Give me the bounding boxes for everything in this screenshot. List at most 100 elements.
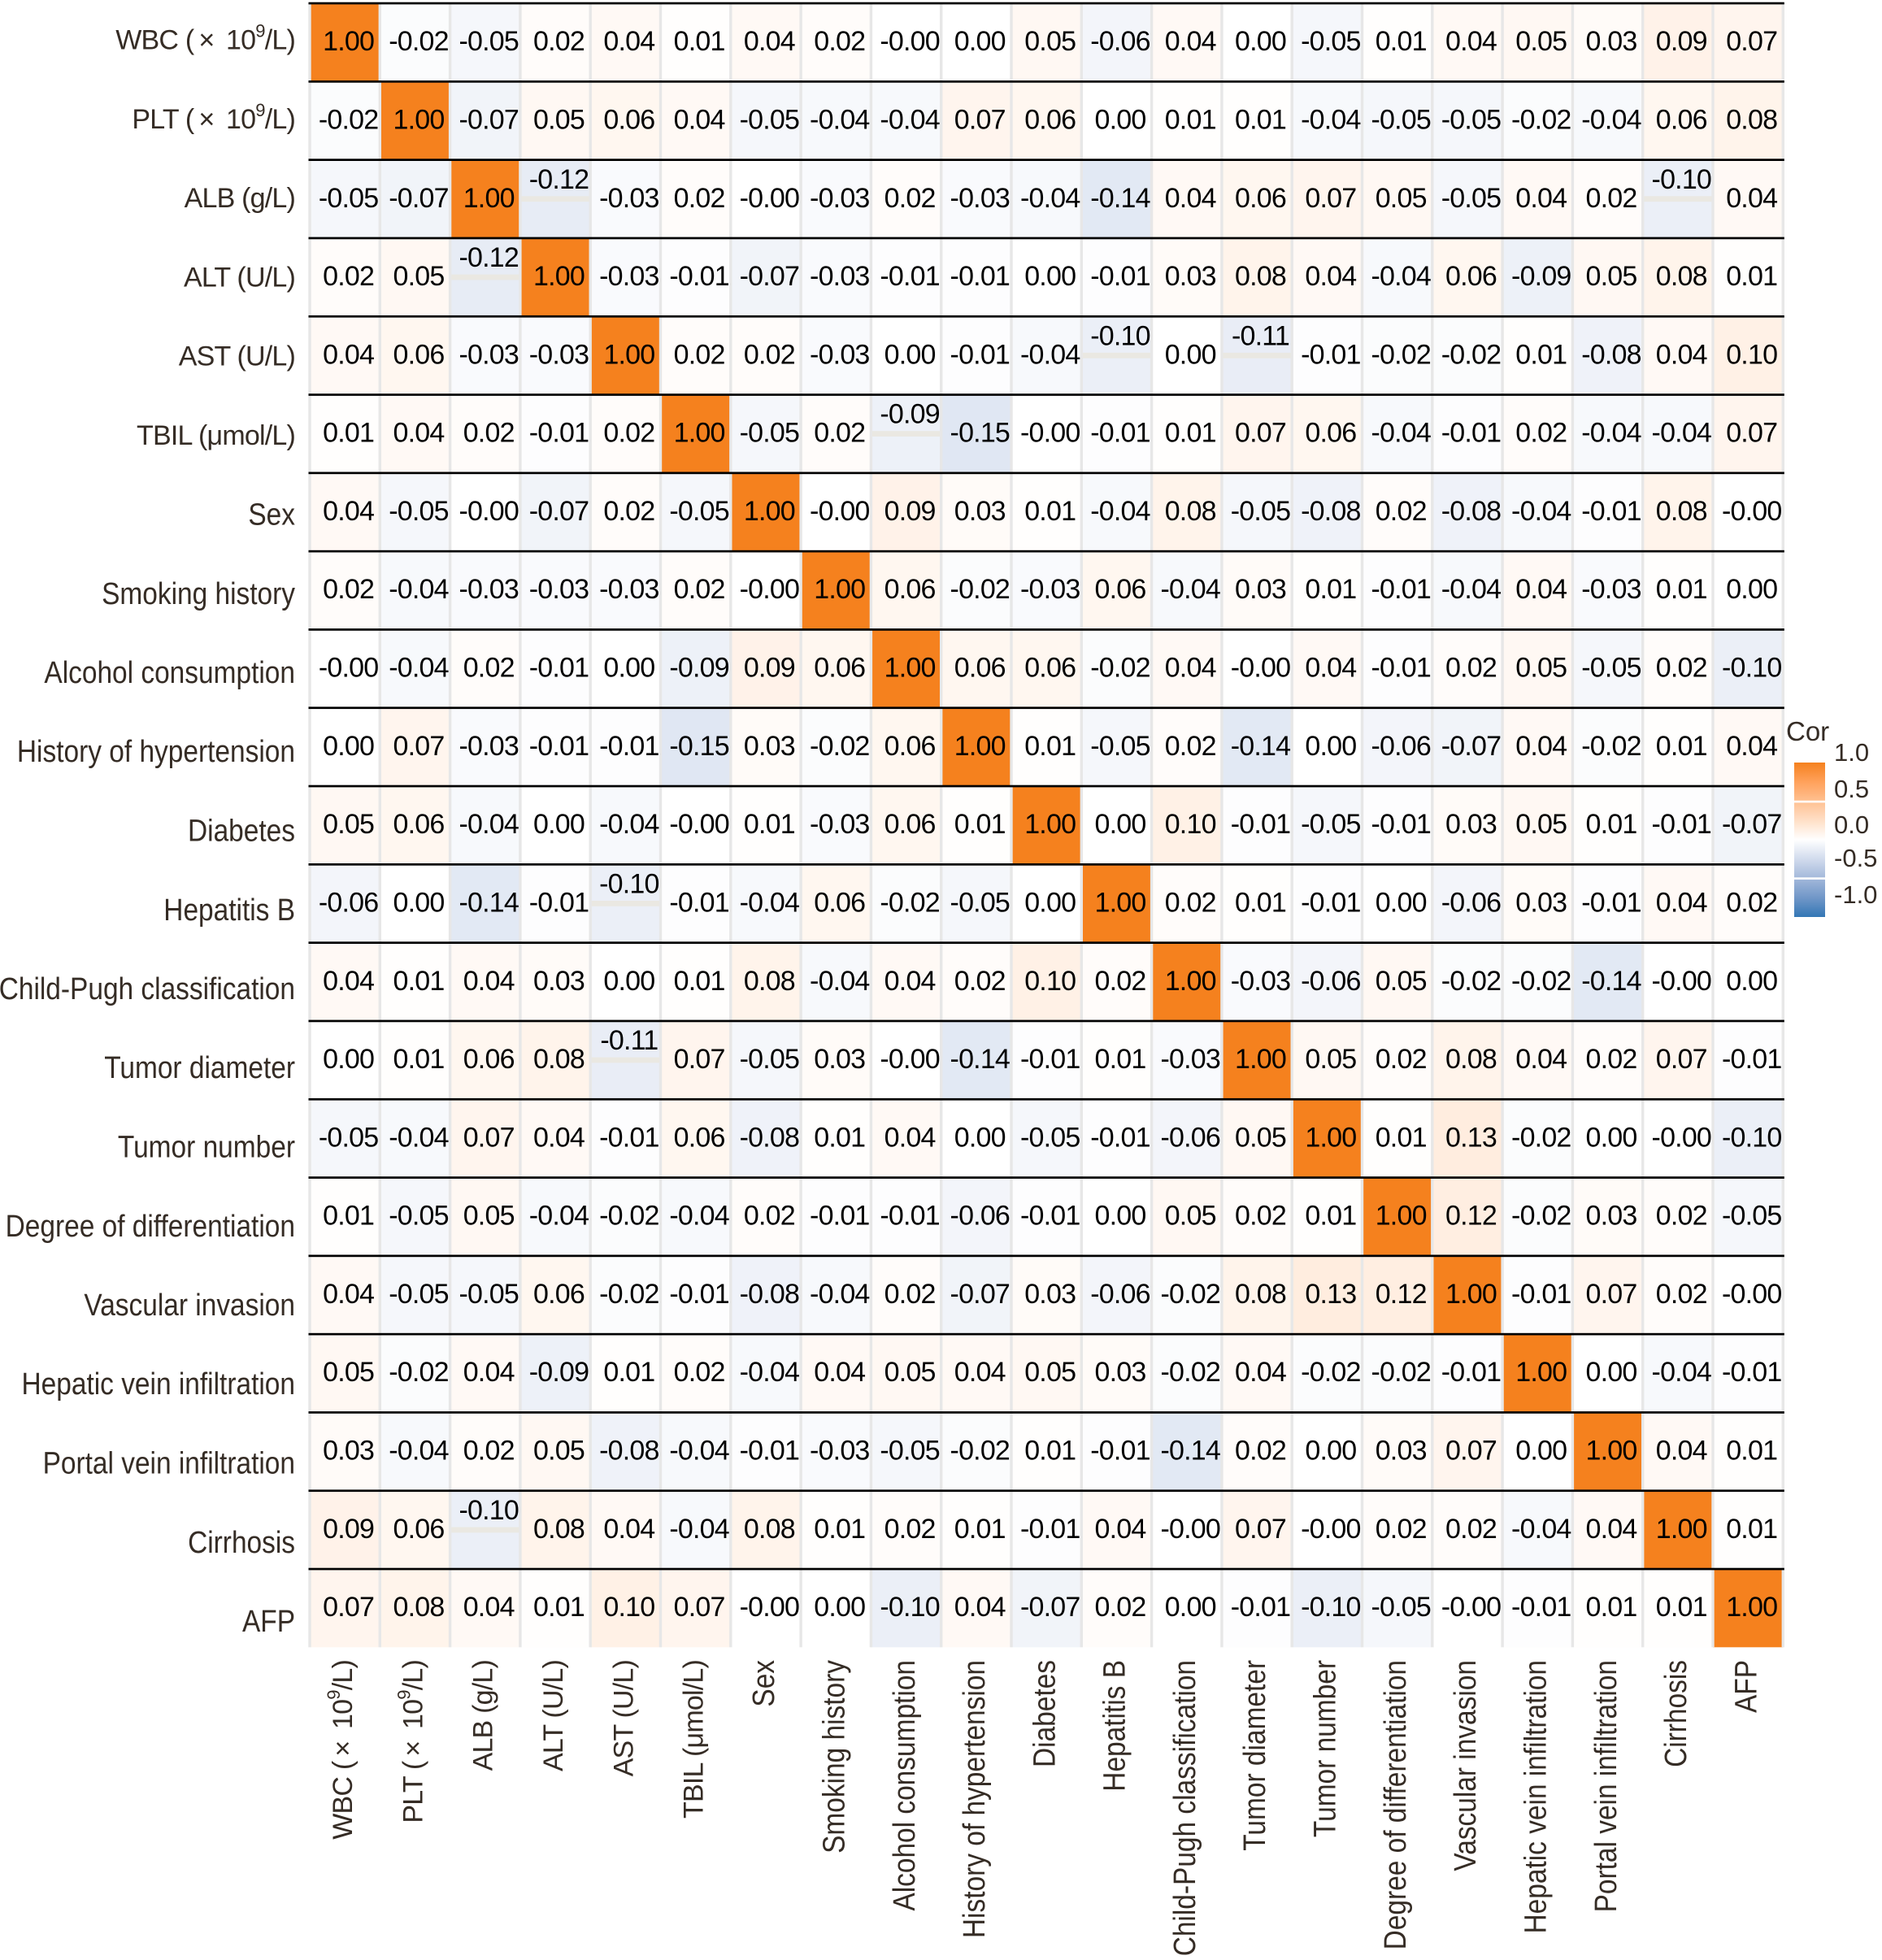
svg-text:0.02: 0.02	[674, 574, 725, 605]
svg-text:0.01: 0.01	[1305, 574, 1356, 605]
svg-text:0.05: 0.05	[323, 1357, 374, 1388]
svg-text:-0.04: -0.04	[669, 1201, 729, 1232]
svg-text:0.02: 0.02	[884, 183, 936, 214]
svg-text:0.02: 0.02	[1376, 1514, 1427, 1545]
svg-text:0.5: 0.5	[1834, 775, 1869, 803]
svg-text:0.08: 0.08	[1726, 104, 1777, 135]
svg-text:0.04: 0.04	[463, 1592, 515, 1623]
svg-text:0.04: 0.04	[1095, 1514, 1146, 1545]
svg-text:-0.07: -0.07	[459, 104, 519, 135]
svg-text:-0.01: -0.01	[1371, 653, 1431, 684]
svg-text:-0.00: -0.00	[1722, 1279, 1782, 1310]
svg-text:-0.14: -0.14	[459, 888, 519, 919]
svg-text:-0.14: -0.14	[1581, 966, 1641, 997]
svg-text:-0.01: -0.01	[810, 1201, 870, 1232]
svg-text:0.06: 0.06	[1095, 574, 1146, 605]
svg-text:0.04: 0.04	[1445, 26, 1497, 57]
svg-text:0.01: 0.01	[954, 1514, 1006, 1545]
svg-text:0.05: 0.05	[1586, 261, 1637, 292]
svg-text:Alcohol consumption: Alcohol consumption	[888, 1660, 922, 1911]
svg-text:0.04: 0.04	[814, 1357, 865, 1388]
svg-text:-0.01: -0.01	[1511, 1279, 1571, 1310]
svg-text:-0.02: -0.02	[1511, 1201, 1571, 1232]
svg-text:-0.01: -0.01	[1581, 496, 1641, 527]
svg-text:-0.01: -0.01	[1722, 1044, 1782, 1075]
svg-text:0.08: 0.08	[1165, 496, 1216, 527]
svg-text:-0.05: -0.05	[459, 26, 519, 57]
svg-text:-0.02: -0.02	[1160, 1357, 1220, 1388]
svg-text:-0.00: -0.00	[1160, 1514, 1220, 1545]
svg-text:-0.02: -0.02	[389, 26, 449, 57]
svg-text:ALB (g/L): ALB (g/L)	[468, 1660, 499, 1771]
svg-text:0.13: 0.13	[1445, 1122, 1497, 1153]
svg-text:-0.06: -0.06	[319, 888, 379, 919]
svg-text:0.06: 0.06	[393, 809, 445, 840]
svg-text:-0.04: -0.04	[740, 1357, 800, 1388]
svg-text:Alcohol consumption: Alcohol consumption	[44, 656, 295, 690]
svg-text:0.03: 0.03	[533, 966, 585, 997]
svg-text:0.02: 0.02	[1656, 1279, 1707, 1310]
svg-text:0.05: 0.05	[533, 1436, 585, 1467]
svg-text:1.0: 1.0	[1834, 738, 1869, 767]
svg-text:0.05: 0.05	[323, 809, 374, 840]
svg-text:-0.09: -0.09	[1511, 261, 1571, 292]
svg-text:0.04: 0.04	[1726, 731, 1777, 762]
svg-text:0.06: 0.06	[954, 653, 1006, 684]
svg-text:0.04: 0.04	[674, 104, 725, 135]
svg-text:0.02: 0.02	[674, 183, 725, 214]
svg-text:-0.05: -0.05	[669, 496, 729, 527]
svg-text:0.02: 0.02	[1235, 1436, 1286, 1467]
svg-text:0.06: 0.06	[884, 574, 936, 605]
svg-text:Child-Pugh classification: Child-Pugh classification	[0, 972, 295, 1006]
svg-text:0.04: 0.04	[1165, 26, 1216, 57]
svg-text:-0.02: -0.02	[599, 1201, 659, 1232]
svg-text:-0.01: -0.01	[1652, 809, 1712, 840]
svg-text:-0.01: -0.01	[1301, 339, 1361, 370]
svg-text:1.00: 1.00	[1095, 888, 1146, 919]
svg-text:-0.10: -0.10	[1301, 1592, 1361, 1623]
svg-text:0.08: 0.08	[1656, 496, 1707, 527]
svg-text:-0.14: -0.14	[950, 1044, 1011, 1075]
svg-text:0.07: 0.07	[393, 731, 445, 762]
svg-text:-0.00: -0.00	[740, 1592, 800, 1623]
svg-text:-0.05: -0.05	[1371, 1592, 1431, 1623]
svg-text:-0.11: -0.11	[600, 1025, 658, 1056]
svg-text:-0.04: -0.04	[1511, 496, 1571, 527]
svg-text:-0.01: -0.01	[1371, 809, 1431, 840]
svg-text:-0.10: -0.10	[1652, 164, 1712, 195]
svg-text:0.00: 0.00	[1305, 731, 1356, 762]
svg-text:-0.05: -0.05	[1020, 1122, 1080, 1153]
svg-text:0.01: 0.01	[1726, 261, 1777, 292]
svg-text:-0.07: -0.07	[1020, 1592, 1080, 1623]
svg-text:-0.01: -0.01	[1511, 1592, 1571, 1623]
svg-text:0.02: 0.02	[463, 418, 515, 449]
svg-text:-0.05: -0.05	[319, 183, 379, 214]
svg-text:-0.07: -0.07	[389, 183, 449, 214]
svg-text:-0.00: -0.00	[740, 574, 800, 605]
svg-text:0.01: 0.01	[1586, 809, 1637, 840]
svg-text:-0.02: -0.02	[1371, 1357, 1431, 1388]
svg-text:0.04: 0.04	[1726, 183, 1777, 214]
svg-text:0.04: 0.04	[884, 966, 936, 997]
svg-text:0.04: 0.04	[1515, 574, 1567, 605]
svg-text:0.01: 0.01	[1656, 574, 1707, 605]
svg-text:History of hypertension: History of hypertension	[17, 735, 295, 769]
svg-text:0.01: 0.01	[744, 809, 795, 840]
svg-text:-0.04: -0.04	[1020, 339, 1080, 370]
svg-text:-0.01: -0.01	[880, 261, 940, 292]
svg-text:-0.01: -0.01	[1090, 418, 1150, 449]
svg-text:Sex: Sex	[747, 1660, 781, 1707]
svg-text:-0.07: -0.07	[529, 496, 589, 527]
svg-text:-0.00: -0.00	[740, 183, 800, 214]
svg-text:0.09: 0.09	[744, 653, 795, 684]
svg-text:-0.01: -0.01	[1090, 261, 1150, 292]
svg-text:1.00: 1.00	[323, 26, 374, 57]
svg-text:-0.01: -0.01	[529, 731, 589, 762]
svg-text:-0.01: -0.01	[1231, 1592, 1291, 1623]
svg-text:0.01: 0.01	[1726, 1436, 1777, 1467]
svg-text:1.00: 1.00	[1024, 809, 1076, 840]
svg-text:0.04: 0.04	[1305, 653, 1356, 684]
svg-text:Hepatic vein infiltration: Hepatic vein infiltration	[1519, 1660, 1554, 1934]
svg-text:-0.03: -0.03	[1160, 1044, 1220, 1075]
svg-text:-0.04: -0.04	[669, 1514, 729, 1545]
